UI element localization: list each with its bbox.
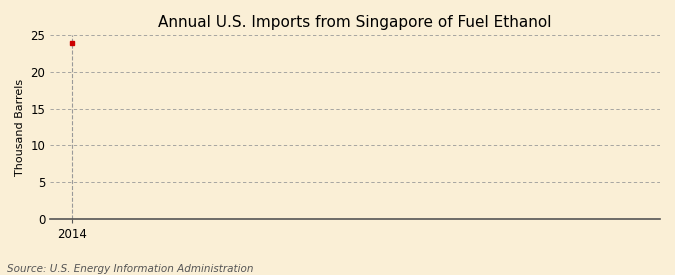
Title: Annual U.S. Imports from Singapore of Fuel Ethanol: Annual U.S. Imports from Singapore of Fu… (159, 15, 552, 30)
Y-axis label: Thousand Barrels: Thousand Barrels (15, 78, 25, 176)
Text: Source: U.S. Energy Information Administration: Source: U.S. Energy Information Administ… (7, 264, 253, 274)
